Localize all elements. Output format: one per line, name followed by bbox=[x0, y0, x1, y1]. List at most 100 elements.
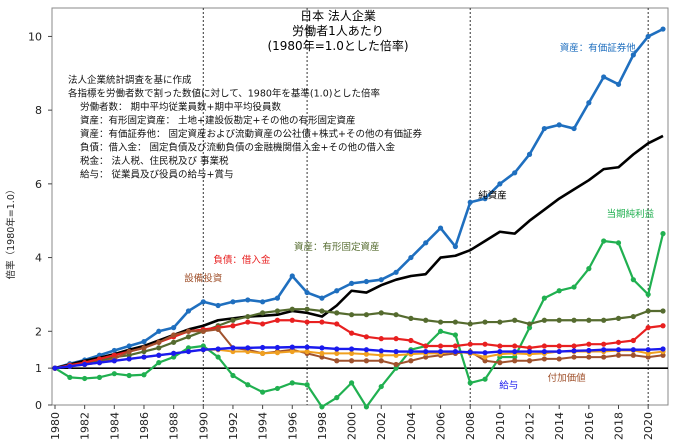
series-4-point-23 bbox=[393, 336, 399, 342]
series-6-point-19 bbox=[334, 350, 340, 356]
series-2-point-10 bbox=[200, 343, 206, 349]
series-0-point-31 bbox=[512, 170, 518, 176]
series-4-point-41 bbox=[660, 323, 666, 329]
series-7-point-21 bbox=[363, 347, 370, 353]
series-4-point-17 bbox=[304, 319, 310, 325]
series-3-point-28 bbox=[467, 321, 473, 327]
note-line-4: 資産：有価証券他： 固定資産および流動資産の公社債+株式+その他の有価証券 bbox=[80, 128, 422, 140]
x-tick-label-12: 2004 bbox=[405, 412, 418, 440]
series-0-point-20 bbox=[348, 280, 355, 286]
series-7-point-34 bbox=[556, 348, 562, 355]
series-3-point-34 bbox=[556, 317, 562, 323]
series-6-point-29 bbox=[482, 354, 488, 360]
series-2-point-27 bbox=[452, 332, 458, 338]
series-7-point-28 bbox=[467, 349, 473, 355]
series-4-point-25 bbox=[423, 343, 429, 349]
series-3-point-8 bbox=[171, 339, 177, 345]
y-tick-label-1: 1 bbox=[35, 362, 42, 375]
series-6-point-14 bbox=[260, 350, 266, 356]
series-2-point-39 bbox=[630, 277, 636, 283]
series-6-point-16 bbox=[289, 348, 295, 355]
series-3-point-37 bbox=[601, 317, 607, 323]
series-4-point-40 bbox=[645, 325, 651, 331]
chart-title-line-1: 労働者1人あたり bbox=[292, 24, 384, 38]
chart-title-line-2: (1980年=1.0とした倍率) bbox=[267, 38, 408, 53]
x-tick-label-16: 2012 bbox=[524, 412, 537, 440]
y-tick-label-4: 6 bbox=[35, 178, 42, 191]
series-7-point-5 bbox=[126, 356, 132, 362]
series-4-point-34 bbox=[556, 343, 562, 349]
x-tick-label-5: 1990 bbox=[197, 412, 210, 440]
series-7-point-19 bbox=[334, 346, 340, 352]
x-tick-label-0: 1980 bbox=[49, 412, 62, 440]
series-0-point-23 bbox=[393, 269, 399, 275]
series-7-point-40 bbox=[645, 347, 651, 353]
series-label-5: 設備投資 bbox=[184, 273, 222, 285]
series-3-point-7 bbox=[156, 345, 162, 351]
series-4-point-35 bbox=[571, 343, 577, 349]
series-3-point-5 bbox=[126, 352, 132, 358]
series-0-point-9 bbox=[185, 308, 192, 314]
series-0-point-38 bbox=[615, 81, 622, 87]
series-3-point-17 bbox=[304, 306, 310, 312]
series-5-point-21 bbox=[363, 358, 370, 364]
series-5-point-10 bbox=[200, 328, 206, 334]
series-0-point-7 bbox=[156, 328, 162, 334]
series-label-1: 純資産 bbox=[478, 190, 507, 202]
series-0-point-37 bbox=[601, 74, 607, 80]
series-2-point-21 bbox=[363, 404, 370, 410]
series-4-point-3 bbox=[96, 356, 103, 362]
series-2-point-20 bbox=[348, 380, 355, 386]
series-5-point-24 bbox=[408, 358, 414, 364]
series-0-point-32 bbox=[526, 151, 533, 157]
series-3-point-24 bbox=[408, 315, 414, 321]
series-0-point-8 bbox=[171, 325, 177, 331]
series-5-point-6 bbox=[141, 345, 147, 351]
series-4-point-19 bbox=[334, 321, 340, 327]
series-2-point-15 bbox=[274, 385, 281, 392]
series-5-point-30 bbox=[497, 360, 503, 366]
series-4-point-39 bbox=[630, 337, 636, 344]
series-2-point-22 bbox=[378, 383, 384, 390]
series-2-point-4 bbox=[111, 371, 117, 377]
series-7-point-33 bbox=[541, 348, 547, 355]
series-0-point-15 bbox=[274, 295, 281, 301]
x-tick-label-14: 2008 bbox=[464, 412, 477, 440]
x-tick-label-3: 1986 bbox=[138, 412, 151, 440]
series-0-point-35 bbox=[571, 125, 577, 132]
series-6-point-17 bbox=[304, 348, 310, 355]
series-3-point-6 bbox=[141, 348, 147, 355]
series-7-point-39 bbox=[630, 347, 636, 353]
series-2-point-13 bbox=[245, 382, 251, 388]
series-0-point-21 bbox=[363, 278, 370, 285]
series-7-point-11 bbox=[215, 346, 221, 352]
series-7-point-14 bbox=[260, 344, 266, 351]
series-5-point-36 bbox=[586, 354, 592, 360]
y-tick-label-2: 2 bbox=[35, 325, 42, 338]
series-5-point-19 bbox=[334, 358, 340, 364]
series-7-point-3 bbox=[96, 360, 103, 366]
series-5-point-11 bbox=[215, 326, 221, 333]
series-6-point-23 bbox=[393, 352, 399, 358]
series-label-0: 資産：有価証券他 bbox=[560, 42, 637, 54]
series-5-point-5 bbox=[126, 348, 132, 355]
series-2-point-3 bbox=[96, 374, 103, 380]
series-4-point-14 bbox=[260, 321, 266, 327]
y-tick-label-6: 10 bbox=[28, 30, 42, 43]
series-4-point-28 bbox=[467, 341, 473, 347]
series-7-point-36 bbox=[586, 347, 592, 354]
series-3-point-13 bbox=[245, 313, 251, 320]
series-3-point-33 bbox=[541, 317, 547, 323]
series-0-point-36 bbox=[586, 100, 592, 106]
series-3-point-36 bbox=[586, 317, 592, 323]
series-3-point-26 bbox=[437, 319, 444, 325]
series-7-point-13 bbox=[245, 345, 251, 351]
series-6-point-15 bbox=[274, 350, 281, 356]
plot-frame bbox=[51, 7, 669, 406]
series-4-point-30 bbox=[497, 343, 503, 349]
series-5-point-25 bbox=[423, 354, 429, 360]
series-0-point-19 bbox=[334, 288, 340, 294]
x-tick-label-2: 1984 bbox=[108, 412, 121, 440]
series-5-point-9 bbox=[185, 328, 192, 334]
